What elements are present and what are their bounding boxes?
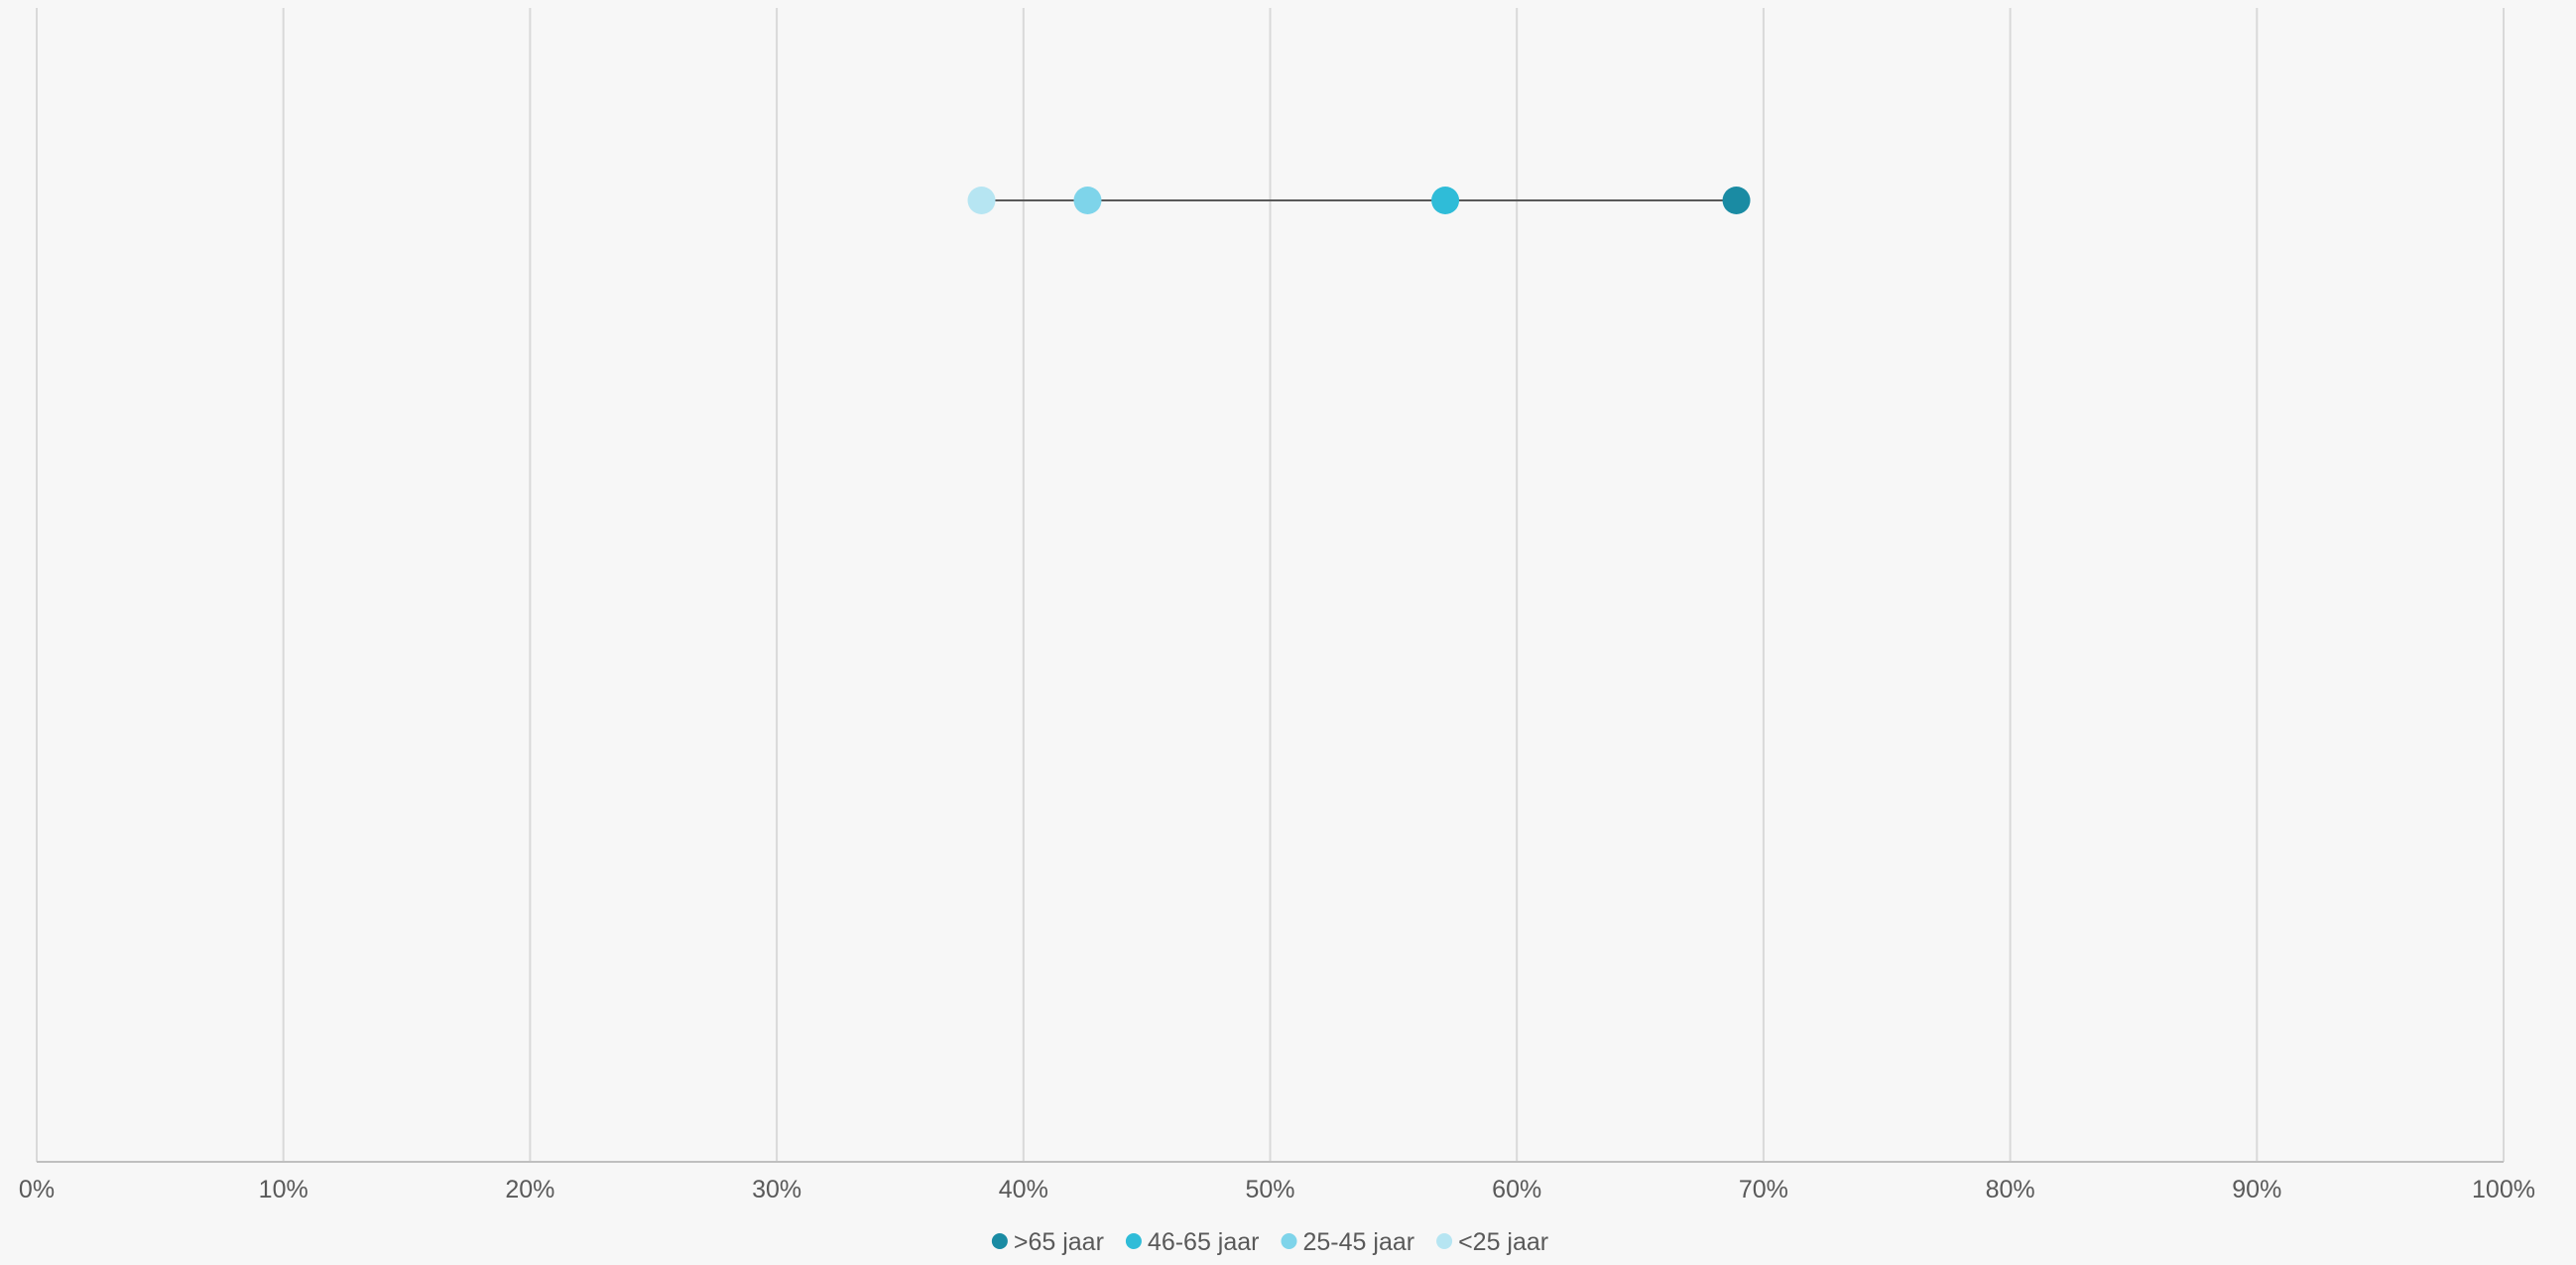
data-points	[967, 187, 1751, 214]
legend-item: 46-65 jaar	[1125, 1228, 1260, 1256]
legend-marker	[991, 1233, 1008, 1249]
x-tick-label: 70%	[1739, 1176, 1788, 1203]
gridlines	[36, 8, 2505, 1162]
x-tick-label: 30%	[752, 1176, 801, 1203]
data-point	[1073, 187, 1102, 214]
legend: >65 jaar 46-65 jaar 25-45 jaar <25 jaar	[991, 1228, 1548, 1256]
legend-marker	[1436, 1233, 1453, 1249]
legend-label: 46-65 jaar	[1148, 1228, 1260, 1256]
x-tick-label: 10%	[259, 1176, 308, 1203]
legend-item: >65 jaar	[991, 1228, 1104, 1256]
data-point	[1722, 187, 1751, 214]
x-tick-label: 20%	[505, 1176, 554, 1203]
x-tick-label: 80%	[1986, 1176, 2035, 1203]
x-tick-label: 60%	[1492, 1176, 1541, 1203]
legend-marker	[1125, 1233, 1142, 1249]
data-point	[967, 187, 996, 214]
legend-marker	[1281, 1233, 1297, 1249]
legend-label: >65 jaar	[1014, 1228, 1104, 1256]
data-point	[1431, 187, 1460, 214]
legend-label: <25 jaar	[1458, 1228, 1548, 1256]
x-tick-label: 100%	[2472, 1176, 2535, 1203]
x-tick-label: 0%	[19, 1176, 55, 1203]
legend-item: <25 jaar	[1436, 1228, 1548, 1256]
x-tick-labels: 0% 10% 20% 30% 40% 50% 60% 70% 80% 90% 100%	[19, 1176, 2535, 1203]
x-tick-label: 50%	[1245, 1176, 1294, 1203]
x-tick-label: 40%	[999, 1176, 1048, 1203]
legend-label: 25-45 jaar	[1303, 1228, 1415, 1256]
legend-item: 25-45 jaar	[1281, 1228, 1415, 1256]
x-tick-label: 90%	[2232, 1176, 2281, 1203]
